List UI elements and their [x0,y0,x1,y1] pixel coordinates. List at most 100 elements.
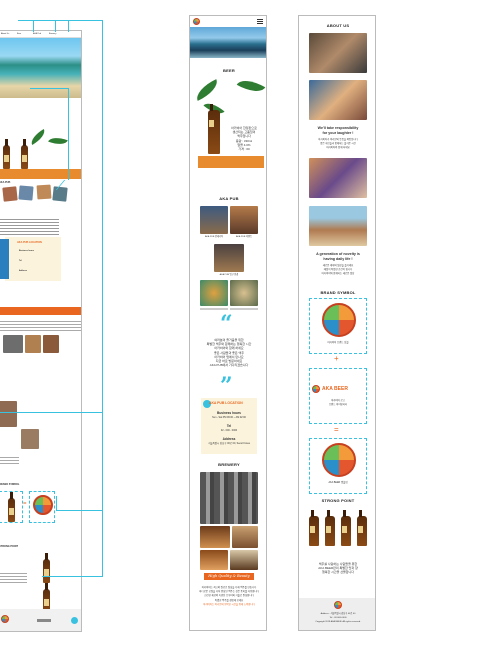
responsibility-block: We'll take responsibility for your laugh… [301,126,375,151]
beer-text-line: 알콜 4.0% [237,142,251,147]
beer-text-line: 용량 : 330ml [235,138,253,143]
brand-caption: AKA BEER 엠블럼 [328,481,348,484]
generation-block: A generation of novelty is having daily … [301,252,375,277]
hamburger-menu-icon[interactable] [257,19,263,24]
beer-text-line: 아카비어 한정판으로 [231,126,257,130]
beer-bottle-icon [21,139,28,169]
pub-photo-interior [200,206,228,234]
pub-caption: AKA PUB 인테리어 [204,236,224,238]
location-pin-icon [203,400,211,408]
nav-item-beer[interactable]: Beer [17,33,22,35]
pub-photo [36,184,52,200]
brand-logo-icon[interactable] [193,18,200,25]
logo-line: 브랜드 아이덴티티 [328,403,348,406]
pub-photo-event [230,206,258,234]
brewery-photo [200,526,230,548]
beer-bottle-icon [3,139,10,169]
brewery-description: 아카비어는 최고의 원료로 정성을 다해 맥주를 만듭니다 까다로운 공정을 거… [192,586,266,607]
footer-line: Copyright 2019 AKA BEER. All rights rese… [315,621,361,623]
nav-item-pub[interactable]: AKA Pub [33,33,42,35]
desktop-hero-image [0,38,81,98]
gen-line: 매일이 특별한 순간이 됩니다 [323,268,353,272]
desktop-location-title: AKA PUB LOCATION [17,241,42,244]
resp-line: 아카비어가 여러분의 웃음을 책임집니다 [318,138,358,141]
brewery-line: 신선한 재료와 숙련된 브루어의 기술로 완성합니다 [204,594,254,598]
logo-line: 아카비어 로고 [331,399,345,402]
desktop-bottle-box [0,491,23,523]
about-photo [309,33,367,73]
pub-photo [2,186,18,202]
quality-banner: High Quality & Beauty [204,573,254,580]
about-photo [309,206,367,246]
brewery-line: 특별한 맥주를 경험해 보세요 [214,598,244,602]
mobile-page-about: ABOUT US We'll take responsibility for y… [298,15,376,631]
gen-line: 아카비어와 함께하는 새로운 일상 [321,272,355,276]
desktop-tel-heading: Tel [19,260,22,262]
about-photo [309,80,367,120]
quote-close-mark: ” [220,373,233,399]
connector-line [56,510,103,511]
connector-line [56,496,57,510]
beer-bottle-icon [43,583,50,613]
brewery-photo [232,526,258,548]
connector-line [55,20,56,32]
brewery-section-title: BREWERY [218,462,240,467]
mobile-page-main: BEER 아카비어 한정판으로 생산되는 고품질의 맥주입니다 용량 : 330… [189,15,267,631]
equals-sign: = [334,425,339,434]
connector-line [18,20,102,21]
brewery-line: 아카비어는 최고의 원료로 정성을 다해 맥주를 만듭니다 [201,586,257,589]
connector-line [0,412,103,413]
aka-logo-icon [312,385,320,393]
about-photo [21,429,39,449]
resp-line: 아카비어와 함께 하세요 [326,146,350,150]
beer-product-visual [192,74,266,184]
desktop-nav-bar: About Us Beer AKA Pub Brewery [0,31,81,38]
nav-item-about[interactable]: About Us [1,33,10,35]
quote-line: 여러분의 즐거움을 위한 [214,338,244,342]
mobile-hero-image [190,27,266,58]
strong-line: 행복한 시간을 선물합니다 [321,570,355,575]
about-photo [309,158,367,198]
brewery-photo [43,335,59,353]
desktop-label-strong: STRONG POINT [0,545,19,548]
connector-line [102,20,103,576]
pub-section-title: AKA PUB [219,196,239,201]
connector-line [33,20,34,32]
pub-photo-food [230,280,258,306]
brand-emblem-icon [33,495,53,515]
quote-line: 지금 바로 방문하세요 [215,359,243,364]
desktop-brewery-banner [0,307,81,315]
connector-line [30,88,68,89]
address-heading: Address [222,437,236,441]
beer-bottle-icon [208,104,220,154]
beer-bottle-icon [309,510,319,546]
connector-line [42,576,103,577]
beer-section-title: BEER [223,68,235,73]
brand-emblem-box-2: AKA BEER 엠블럼 [309,438,367,494]
brewery-photo [230,550,258,570]
brand-emblem-icon [322,303,356,337]
location-card: AKA PUB LOCATION Business hours Sun - Sa… [201,398,257,454]
resp-title: for your laughter ! [322,131,354,135]
desktop-address-heading: Address [19,270,28,272]
brand-symbol-title: BRAND SYMBOL [320,290,356,295]
brewery-line: 까다로운 공정을 거쳐 완성된 맥주는 깊은 풍미를 자랑합니다 [199,590,259,594]
brewery-photo [25,335,41,353]
scroll-top-button[interactable] [71,617,78,624]
address-value: 서울특별시 강남구 00로 00, Seoul Korea [208,442,250,445]
desktop-pub-text [0,217,59,237]
brewery-line: 아카비어는 여러분의 행복한 시간을 위해 노력합니다 [203,602,255,606]
brand-logo-box: AKA BEER 아카비어 로고 브랜드 아이덴티티 [309,368,367,424]
connector-line [68,20,69,32]
pub-photo [18,185,34,201]
desktop-emblem-box [29,491,55,523]
desktop-footer [0,609,81,631]
beer-bottle-icon [341,510,351,546]
nav-item-brewery[interactable]: Brewery [49,33,57,35]
resp-title: We'll take responsibility [317,126,359,130]
aka-logo-text: AKA BEER [322,386,348,392]
quote-line: 좋은 사람들과 좋은 맥주 [213,350,245,355]
brand-emblem-icon [322,443,356,477]
brewery-tanks-photo [200,472,258,524]
location-title: AKA PUB LOCATION [209,401,243,405]
